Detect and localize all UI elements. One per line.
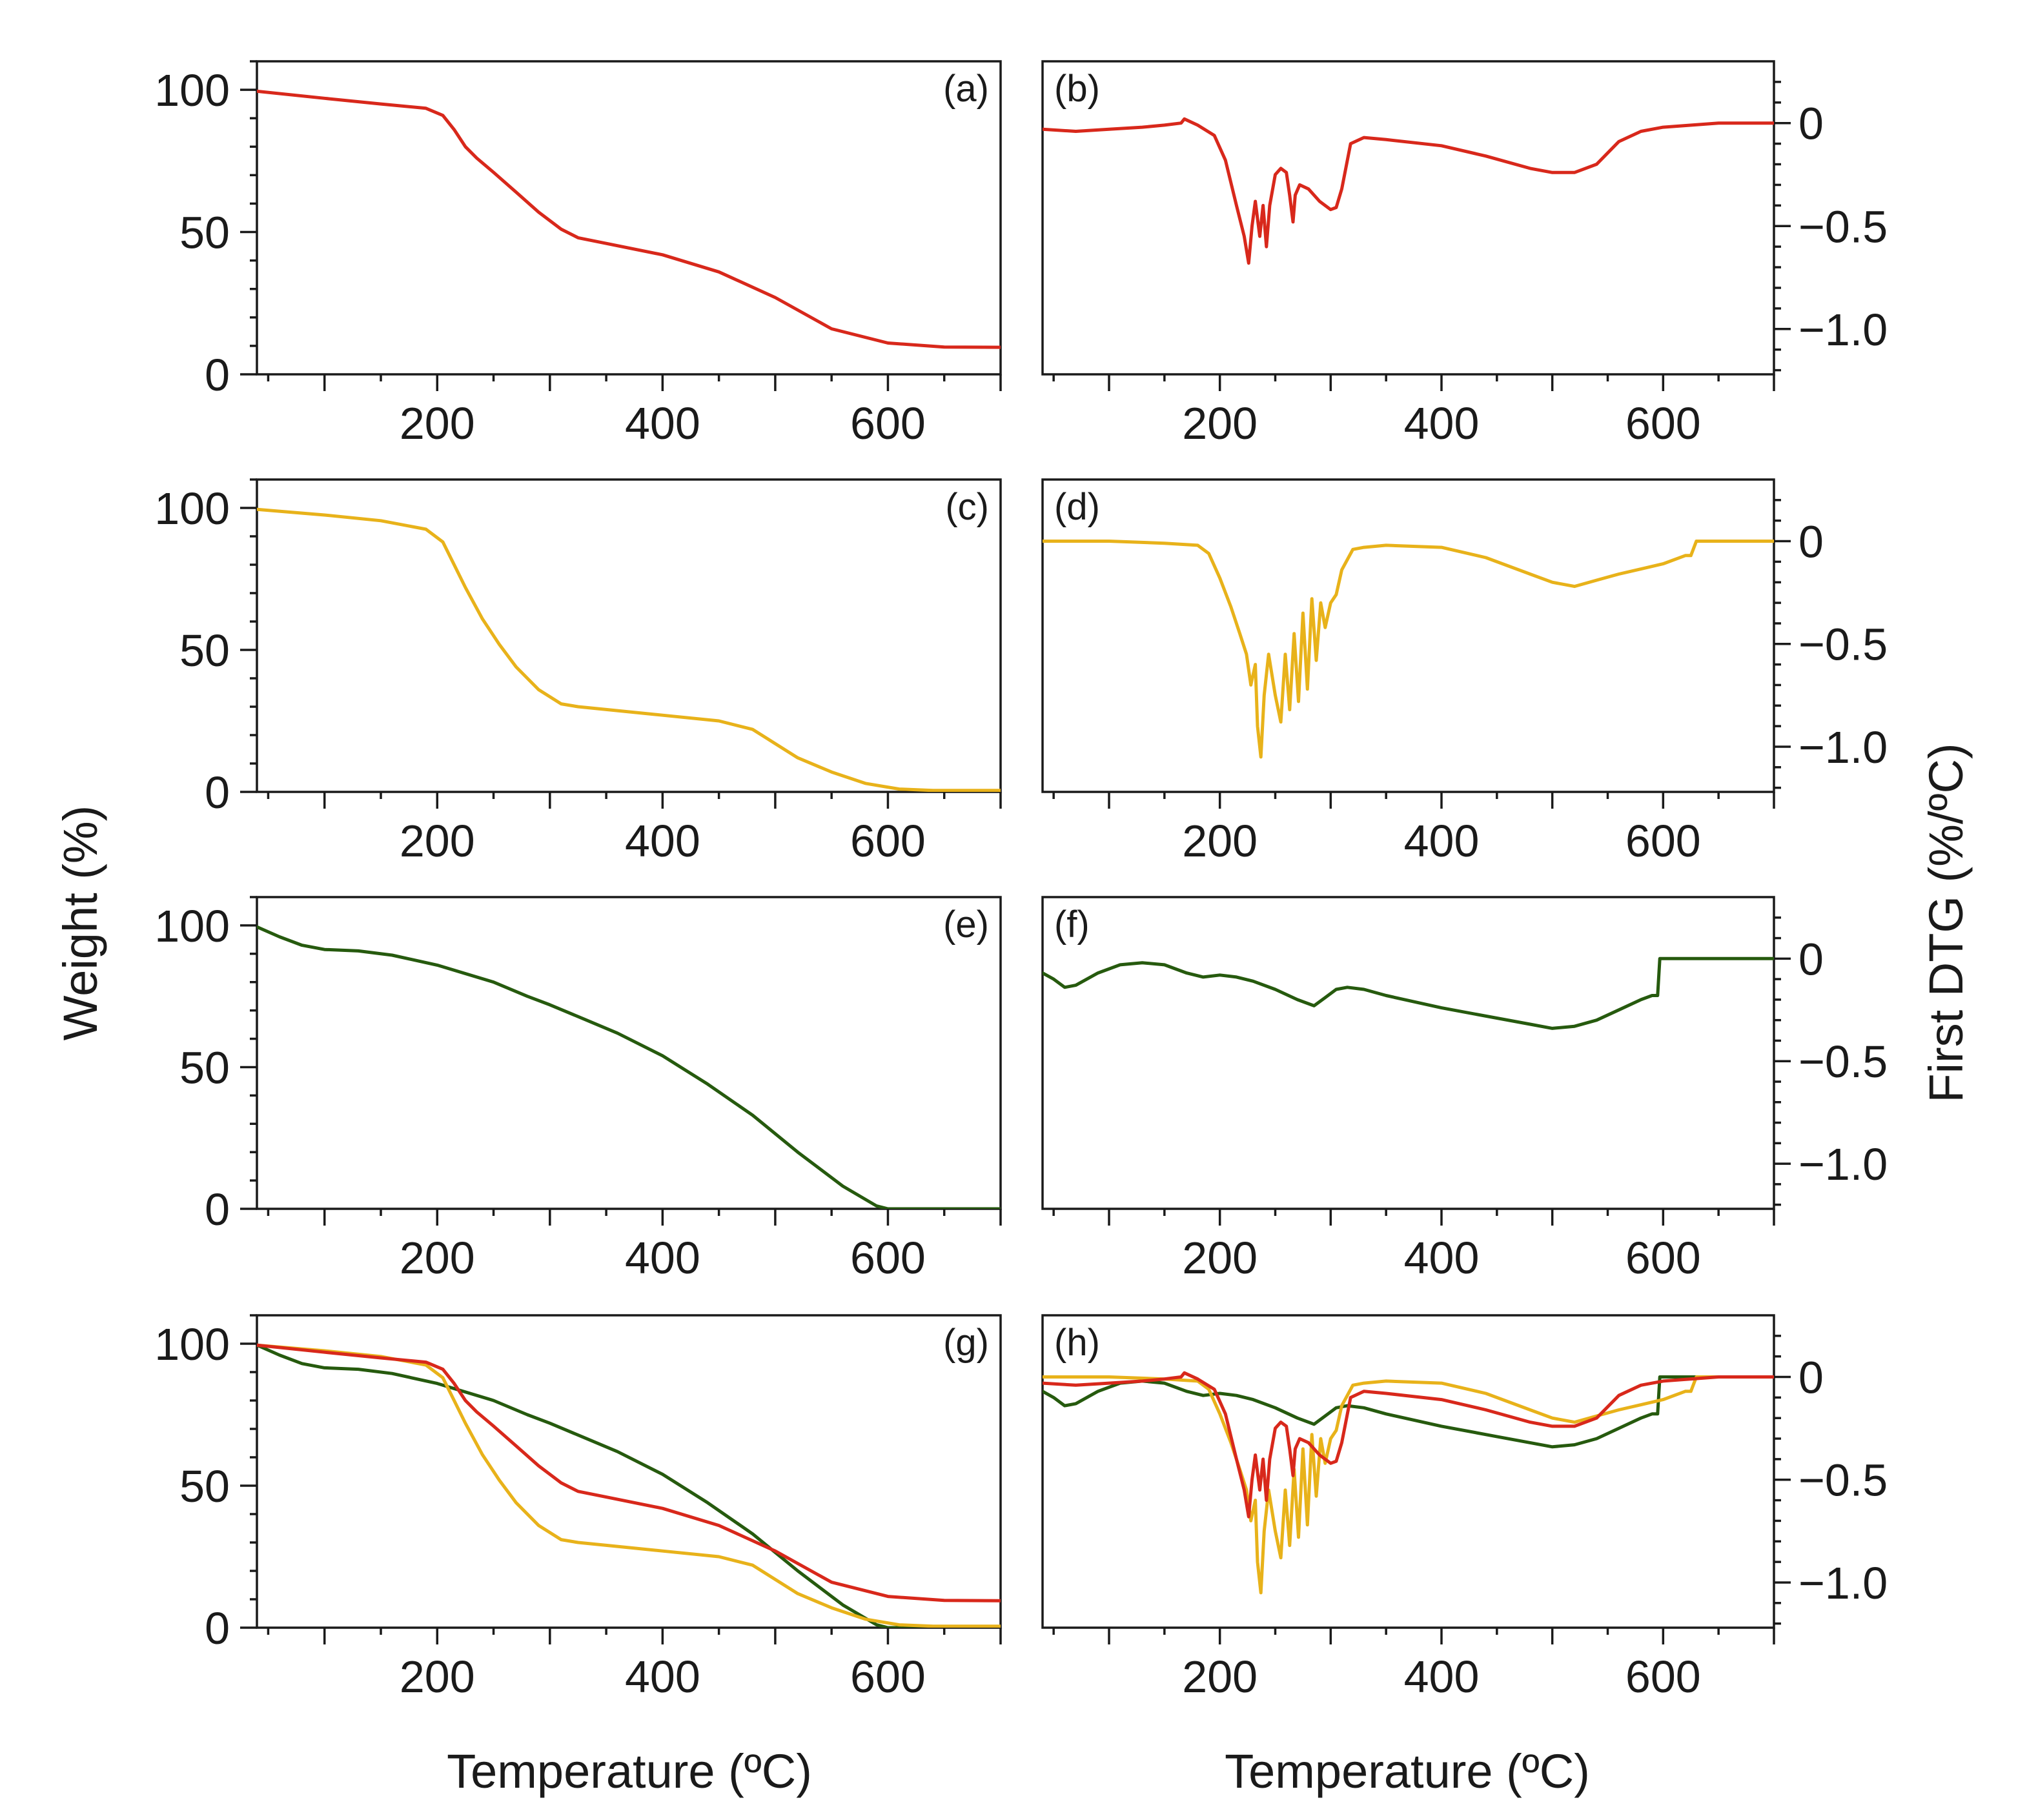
y-tick-label: −0.5 (1798, 1455, 1888, 1506)
plot-frame (256, 60, 1002, 376)
x-tick-label: 200 (1182, 1652, 1258, 1702)
y-tick-label: −0.5 (1798, 1036, 1888, 1087)
x-tick-label: 400 (625, 1652, 700, 1702)
chart-panel-a: 200 400 600 0 50 100 (a) (154, 60, 1002, 449)
x-tick-label: 600 (1625, 1233, 1701, 1283)
series-line-yellow (1043, 540, 1774, 759)
panel-label: (a) (943, 68, 989, 110)
chart-panel-e: 200 400 600 0 50 100 (e) (154, 896, 1002, 1283)
chart-panel-b: 200 400 600 0 −0.5 −1.0 (b) (1041, 60, 1888, 449)
series-line-yellow (257, 507, 1001, 792)
x-axis-title-left: Temperature (ºC) (447, 1744, 812, 1798)
x-tick-label: 400 (625, 1233, 700, 1283)
x-tick-label: 600 (850, 816, 926, 866)
y-tick-label: 50 (179, 1461, 230, 1512)
y-axis-title-dtg: First DTG (%/ºC) (1919, 743, 1973, 1102)
chart-panel-c: 200 400 600 0 50 100 (c) (154, 478, 1002, 866)
x-tick-label: 600 (1625, 398, 1701, 449)
chart-panel-g: 200 400 600 0 50 100 (g) (154, 1314, 1002, 1702)
x-tick-label: 200 (1182, 816, 1258, 866)
x-tick-label: 600 (850, 1233, 926, 1283)
series-line-yellow (257, 1343, 1001, 1628)
x-tick-label: 600 (1625, 816, 1701, 866)
plot-frame (1041, 896, 1775, 1210)
x-tick-label: 400 (625, 398, 700, 449)
x-tick-label: 200 (400, 816, 475, 866)
y-tick-label: 0 (1798, 934, 1824, 984)
x-tick-label: 200 (400, 398, 475, 449)
panel-label: (f) (1054, 904, 1090, 945)
y-tick-label: 0 (205, 767, 230, 818)
series-line-red (257, 89, 1001, 349)
y-tick-label: −0.5 (1798, 201, 1888, 252)
y-tick-label: 0 (205, 1603, 230, 1653)
y-tick-label: 0 (1798, 1353, 1824, 1403)
y-tick-label: 100 (154, 901, 230, 951)
plot-frame (256, 1314, 1002, 1629)
y-tick-label: 100 (154, 65, 230, 116)
y-tick-label: 0 (205, 350, 230, 400)
x-tick-label: 200 (400, 1233, 475, 1283)
x-tick-label: 400 (1404, 1652, 1480, 1702)
plot-frame (256, 478, 1002, 793)
chart-panel-d: 200 400 600 0 −0.5 −1.0 (d) (1041, 478, 1888, 866)
x-tick-label: 600 (850, 398, 926, 449)
y-tick-label: −1.0 (1798, 722, 1888, 773)
panel-label: (c) (945, 486, 989, 528)
x-tick-label: 200 (1182, 1233, 1258, 1283)
x-tick-label: 400 (1404, 816, 1480, 866)
y-tick-label: 0 (1798, 99, 1824, 149)
series-line-green (1043, 956, 1774, 1030)
y-axis-title-weight: Weight (%) (54, 805, 107, 1041)
panel-label: (e) (943, 904, 989, 945)
series-line-green (257, 925, 1001, 1209)
y-tick-label: 0 (1798, 517, 1824, 567)
x-tick-label: 400 (625, 816, 700, 866)
x-tick-label: 200 (1182, 398, 1258, 449)
y-tick-label: 50 (179, 1042, 230, 1093)
y-tick-label: 0 (205, 1184, 230, 1235)
series-line-red (1043, 1371, 1774, 1519)
y-tick-label: −1.0 (1798, 305, 1888, 355)
x-tick-label: 400 (1404, 1233, 1480, 1283)
plot-frame (1041, 478, 1775, 793)
panel-label: (d) (1054, 486, 1100, 528)
chart-panel-f: 200 400 600 0 −0.5 −1.0 (f) (1041, 896, 1888, 1283)
panel-label: (h) (1054, 1322, 1100, 1364)
y-tick-label: 50 (179, 625, 230, 676)
plot-frame (1041, 1314, 1775, 1629)
series-line-red (1043, 117, 1774, 265)
x-tick-label: 200 (400, 1652, 475, 1702)
x-tick-label: 400 (1404, 398, 1480, 449)
x-tick-label: 600 (1625, 1652, 1701, 1702)
x-axis-title-right: Temperature (ºC) (1225, 1744, 1590, 1798)
plot-frame (1041, 60, 1775, 376)
y-tick-label: −0.5 (1798, 620, 1888, 670)
panel-label: (g) (943, 1322, 989, 1364)
y-tick-label: 100 (154, 483, 230, 534)
y-tick-label: −1.0 (1798, 1139, 1888, 1189)
plot-frame (256, 896, 1002, 1210)
chart-panel-h: 200 400 600 0 −0.5 −1.0 (h) (1041, 1314, 1888, 1702)
y-tick-label: −1.0 (1798, 1558, 1888, 1608)
panel-label: (b) (1054, 68, 1100, 110)
y-tick-label: 50 (179, 208, 230, 258)
series-line-red (257, 1343, 1001, 1603)
y-tick-label: 100 (154, 1319, 230, 1370)
x-tick-label: 600 (850, 1652, 926, 1702)
